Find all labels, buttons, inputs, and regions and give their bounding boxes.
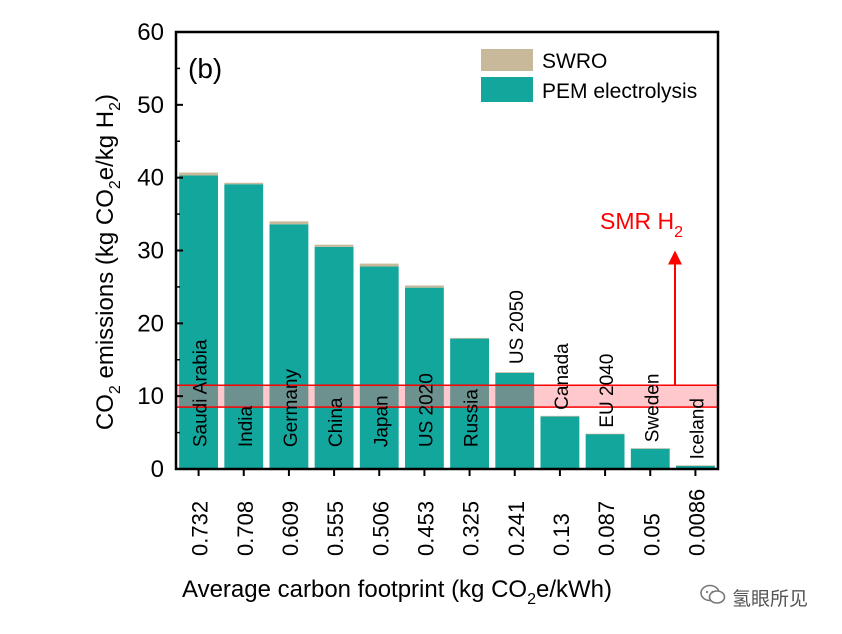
bar-label-japan: Japan	[371, 395, 392, 447]
bar-swro-saudi-arabia	[179, 172, 219, 176]
bar-swro-canada	[540, 415, 580, 417]
svg-text:SMR H2: SMR H2	[600, 208, 683, 241]
bar-pem-us-2020	[404, 287, 444, 469]
y-tick-label-4: 40	[137, 165, 164, 192]
legend-label-pem: PEM electrolysis	[542, 80, 697, 103]
svg-text:Average carbon footprint (kg: Average carbon footprint (kg CO2e/kWh)	[182, 576, 612, 608]
y-tick-label-1: 10	[137, 383, 164, 410]
bar-pem-russia	[450, 338, 490, 469]
x-tick-label-11: 0.0086	[684, 489, 709, 556]
x-tick-label-7: 0.241	[504, 501, 529, 556]
bar-pem-japan	[359, 266, 399, 469]
x-tick-label-10: 0.05	[639, 513, 664, 556]
bar-swro-sweden	[630, 448, 670, 449]
y-tick-label-0: 0	[151, 456, 164, 483]
x-tick-label-3: 0.555	[323, 501, 348, 556]
bar-swro-germany	[269, 221, 309, 225]
bar-label-canada: Canada	[552, 343, 573, 410]
x-tick-label-5: 0.453	[413, 501, 438, 556]
legend-swatch-pem	[481, 77, 533, 102]
bar-label-eu-2040: EU 2040	[597, 354, 618, 428]
bar-labels-layer: Saudi Arabia India Germany China Japan US 202…	[191, 290, 709, 459]
x-tick-label-2: 0.609	[278, 501, 303, 556]
bar-label-iceland: Iceland	[687, 398, 708, 459]
svg-text:CO2 emissions (kg CO2e/kg H2): CO2 emissions (kg CO2e/kg H2)	[92, 94, 124, 430]
x-tick-label-1: 0.708	[233, 501, 258, 556]
bar-pem-germany	[269, 224, 309, 469]
watermark-text: 氢眼所见	[732, 587, 809, 610]
bar-swro-russia	[450, 337, 490, 339]
bar-swro-eu-2040	[585, 433, 625, 435]
legend: SWRO PEM electrolysis	[481, 49, 697, 103]
x-tick-label-4: 0.506	[368, 501, 393, 556]
wechat-icon	[700, 584, 726, 611]
x-tick-label-0: 0.732	[188, 501, 213, 556]
bar-swro-china	[314, 244, 354, 247]
bar-pem-iceland	[675, 465, 715, 469]
bar-label-sweden: Sweden	[642, 374, 663, 443]
bar-label-china: China	[326, 397, 347, 447]
bar-pem-canada	[540, 416, 580, 469]
bar-label-saudi-arabia: Saudi Arabia	[191, 339, 212, 447]
x-tick-label-8: 0.13	[549, 513, 574, 556]
y-tick-label-3: 30	[137, 238, 164, 265]
panel-label: (b)	[188, 53, 222, 84]
watermark: 氢眼所见	[700, 583, 830, 611]
x-tick-label-6: 0.325	[459, 501, 484, 556]
x-axis-label: Average carbon footprint (kg CO2e/kWh)	[182, 576, 612, 608]
bar-swro-india	[224, 182, 264, 185]
y-tick-label-2: 20	[137, 310, 164, 337]
bar-pem-us-2050	[495, 372, 535, 469]
legend-label-swro: SWRO	[542, 50, 607, 73]
y-tick-label-5: 50	[137, 92, 164, 119]
bar-label-us-2050: US 2050	[507, 290, 528, 364]
bar-swro-japan	[359, 263, 399, 267]
smr-arrow-head	[668, 250, 682, 265]
bar-pem-sweden	[630, 448, 670, 469]
y-axis-label: CO2 emissions (kg CO2e/kg H2)	[92, 94, 124, 430]
bar-pem-eu-2040	[585, 434, 625, 469]
bar-label-india: India	[236, 406, 257, 448]
smr-h2-label: SMR H2	[600, 208, 683, 241]
bar-swro-us-2020	[404, 285, 444, 288]
bar-label-germany: Germany	[281, 369, 302, 448]
bar-swro-us-2050	[495, 372, 535, 373]
bar-label-us-2020: US 2020	[416, 373, 437, 447]
smr-band	[175, 384, 719, 408]
x-tick-label-9: 0.087	[594, 501, 619, 556]
y-tick-label-6: 60	[137, 19, 164, 46]
bar-label-russia: Russia	[462, 389, 483, 448]
bar-pem-india	[224, 184, 264, 469]
legend-swatch-swro	[481, 49, 533, 71]
axes-layer: 0.732 0.708 0.609 0.555 0.506 0.453 0.325 0.241…	[137, 19, 720, 556]
bar-swro-iceland	[675, 465, 715, 466]
bars-layer	[179, 172, 715, 469]
bar-pem-china	[314, 246, 354, 469]
bar-pem-saudi-arabia	[179, 175, 219, 469]
